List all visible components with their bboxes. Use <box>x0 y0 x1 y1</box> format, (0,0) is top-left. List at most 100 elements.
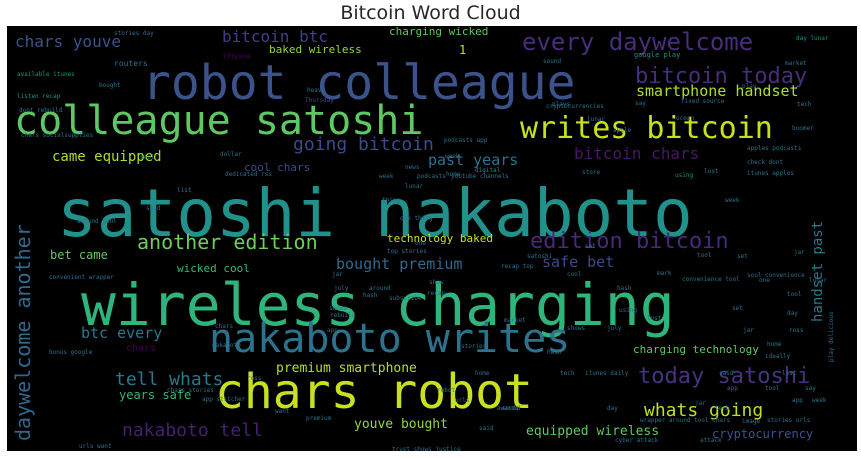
cloud-word: soul <box>140 154 155 161</box>
cloud-word: jar <box>743 327 754 334</box>
cloud-word: home <box>446 171 461 178</box>
cloud-word: 1 <box>459 43 467 57</box>
cloud-word: jar <box>695 400 706 407</box>
cloud-word: week <box>379 173 394 180</box>
cloud-word: boomer <box>792 125 814 132</box>
cloud-word: check dont <box>747 159 784 166</box>
cloud-word: stories <box>461 343 487 350</box>
cloud-word: jar <box>332 271 343 278</box>
cloud-word: stories day <box>114 30 154 37</box>
cloud-word: bought <box>99 82 121 89</box>
cloud-word: lunar <box>587 116 606 123</box>
cloud-word: tool <box>697 252 712 259</box>
cloud-word: convenience tool <box>682 276 740 283</box>
cloud-word: said <box>719 370 734 377</box>
cloud-word: daywelcome another <box>11 224 35 441</box>
cloud-word: youtube channels <box>451 173 509 180</box>
cloud-word: market <box>785 60 807 67</box>
cloud-word: iPhone <box>222 52 251 61</box>
cloud-word: colleague satoshi <box>14 98 424 144</box>
cloud-word: using <box>619 307 638 314</box>
cloud-word: ideally <box>765 353 791 360</box>
cloud-word: chars <box>215 323 234 330</box>
cloud-word: top stories <box>387 248 427 255</box>
cloud-word: set <box>585 243 596 250</box>
cloud-word: came equipped <box>52 149 162 165</box>
cloud-word: tech <box>560 370 575 377</box>
cloud-word: say <box>805 385 816 392</box>
cloud-word: bonus google <box>49 349 93 356</box>
cloud-word: store <box>582 169 601 176</box>
cloud-word: years safe <box>119 388 192 402</box>
cloud-word: want <box>275 408 290 415</box>
cloud-word: Thursday <box>305 97 334 104</box>
cloud-word: bet came <box>50 248 108 262</box>
cloud-word: chars youve <box>15 32 121 51</box>
cloud-word: play delicious <box>828 311 835 362</box>
cloud-word: recap top <box>501 263 534 270</box>
cloud-word: bought premium <box>336 255 463 273</box>
cloud-word: jar <box>794 249 805 256</box>
cloud-word: btc every <box>81 324 163 342</box>
cloud-word: chars socialsupplies <box>21 132 94 139</box>
cloud-word: wrapper around <box>640 417 691 424</box>
cloud-word: technology baked <box>387 232 493 245</box>
cloud-word: robot colleague <box>142 55 576 111</box>
cloud-word: app <box>727 385 738 392</box>
cloud-word: trust shows justice <box>392 446 461 452</box>
cloud-word: dedicated rss <box>225 171 272 178</box>
cloud-word: set <box>737 253 748 260</box>
cloud-word: cryptocurrencies <box>546 103 604 110</box>
cloud-word: bitcoin chars <box>574 144 700 163</box>
cloud-word: dollar <box>220 151 242 158</box>
cloud-word: soul convenience <box>747 272 805 279</box>
cloud-word: baked wireless <box>269 43 362 56</box>
cloud-word: every daywelcome <box>522 28 754 56</box>
cloud-word: said <box>146 205 161 212</box>
cloud-word: ocean <box>676 115 695 122</box>
cloud-word: hash <box>617 285 632 292</box>
cloud-word: apples podcasts <box>747 145 802 152</box>
cloud-word: lost <box>704 168 719 175</box>
cloud-word: tech <box>797 101 812 108</box>
cloud-word: itunes apples <box>747 170 794 177</box>
cloud-word: podcasts <box>417 173 446 180</box>
cloud-word: available itunes <box>17 71 75 78</box>
cloud-word: one thing <box>400 215 433 222</box>
cloud-word: equipped wireless <box>526 424 660 439</box>
cloud-word: show <box>429 279 444 286</box>
cloud-word: said <box>479 425 494 432</box>
cloud-word: smartphone handset <box>636 82 799 100</box>
cloud-word: podcasts app <box>444 137 488 144</box>
cloud-word: around <box>369 285 391 292</box>
cloud-word: itunes daily <box>585 370 629 377</box>
cloud-word: say <box>635 100 646 107</box>
cloud-word: writes bitcoin <box>520 111 773 146</box>
cloud-word: image <box>742 418 761 425</box>
cloud-word: hash <box>547 349 562 356</box>
cloud-word: whats going <box>644 400 764 421</box>
cloud-word: tech <box>715 405 730 412</box>
cloud-word: nakaboto <box>212 342 241 349</box>
cloud-word: using <box>675 172 694 179</box>
cloud-word: shows <box>567 325 586 332</box>
cloud-word: tool <box>765 385 780 392</box>
cloud-word: list <box>782 370 797 377</box>
cloud-word: plays <box>552 101 571 108</box>
cloud-word: app <box>792 397 803 404</box>
cloud-word: premium <box>306 415 332 422</box>
cloud-word: day <box>607 405 618 412</box>
cloud-word: urls <box>455 397 470 404</box>
cloud-word: tool <box>787 291 802 298</box>
cloud-word: routers <box>114 59 148 68</box>
cloud-word: dont rebuild <box>19 107 63 114</box>
word-cloud-canvas: satoshi nakaboto wireless charging robot c… <box>7 26 857 451</box>
cloud-word: list <box>177 187 192 194</box>
cloud-word: mark <box>657 270 672 277</box>
cloud-word: premium smartphone <box>276 361 417 376</box>
chart-title: Bitcoin Word Cloud <box>340 2 521 24</box>
cloud-word: home <box>767 341 782 348</box>
cloud-word: week <box>725 197 740 204</box>
cloud-word: one <box>415 240 426 247</box>
cloud-word: past years <box>428 151 519 169</box>
